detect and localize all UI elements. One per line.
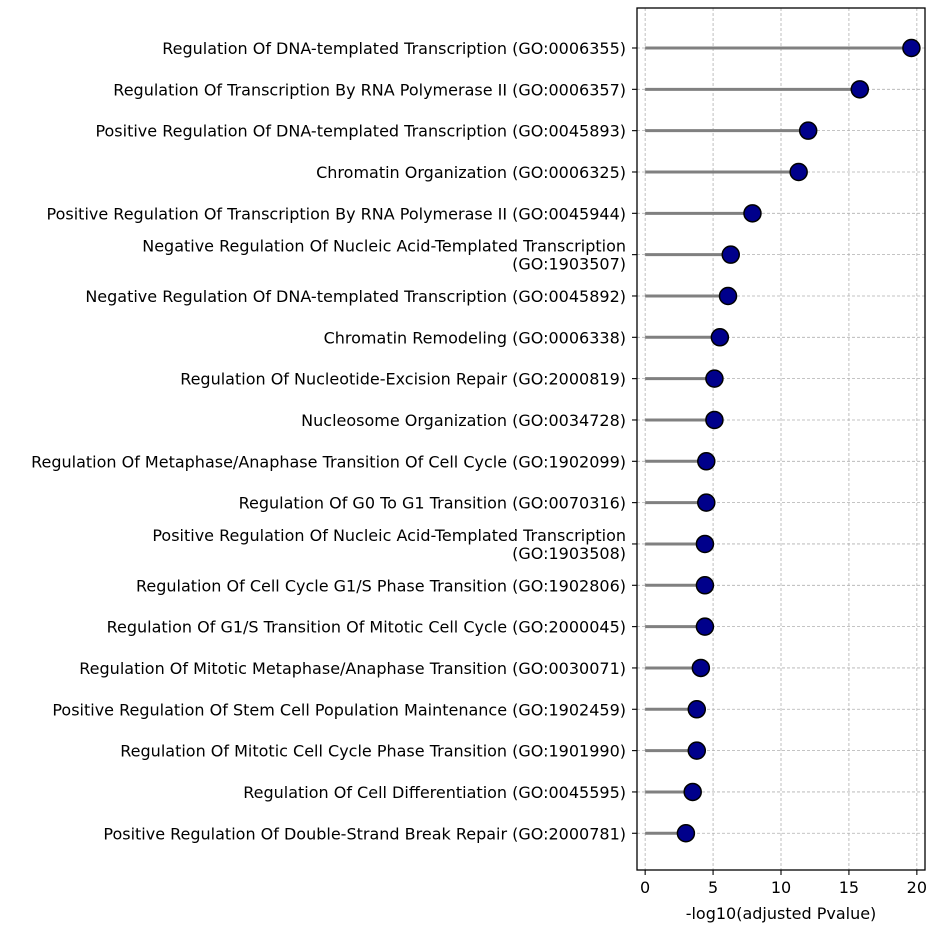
category-label: Positive Regulation Of Double-Strand Bre… [103,824,626,843]
data-point [687,741,707,760]
markers [676,38,921,843]
category-label: Regulation Of Mitotic Cell Cycle Phase T… [120,742,626,761]
data-point [687,700,707,719]
category-label: Nucleosome Organization (GO:0034728) [301,411,626,430]
category-label: Positive Regulation Of DNA-templated Tra… [95,122,626,141]
data-point [676,824,696,843]
y-tick-labels: Regulation Of DNA-templated Transcriptio… [31,39,626,843]
data-point [718,286,738,306]
category-label-line: Negative Regulation Of Nucleic Acid-Temp… [142,237,626,256]
category-label: Regulation Of Transcription By RNA Polym… [113,80,626,99]
data-point [695,576,715,595]
category-label: Negative Regulation Of DNA-templated Tra… [85,287,626,306]
x-ticks [644,870,918,875]
vertical-gridlines [644,8,918,870]
category-label: Regulation Of Mitotic Metaphase/Anaphase… [79,659,626,678]
category-label-line: Positive Regulation Of Nucleic Acid-Temp… [152,526,626,545]
category-label: Regulation Of Nucleotide-Excision Repair… [180,370,626,389]
category-label: Positive Regulation Of Nucleic Acid-Temp… [152,526,626,563]
data-point [705,369,724,388]
data-point [710,328,730,347]
data-point [697,452,716,471]
x-tick-label: 0 [640,878,650,897]
x-tick-label: 10 [771,878,791,897]
category-label: Chromatin Remodeling (GO:0006338) [324,328,626,347]
data-point [695,617,715,636]
y-ticks [632,47,637,834]
data-point [798,121,818,140]
x-axis-label: -log10(adjusted Pvalue) [686,904,877,923]
data-point [705,410,724,430]
x-tick-label: 5 [708,878,718,897]
category-label: Negative Regulation Of Nucleic Acid-Temp… [142,237,626,274]
data-point [721,245,740,264]
category-label-line: (GO:1903508) [512,544,626,563]
data-point [695,534,715,554]
category-label: Regulation Of Metaphase/Anaphase Transit… [31,452,626,471]
stems [645,46,912,835]
x-tick-label: 15 [839,878,859,897]
data-point [902,38,921,58]
data-point [789,162,808,182]
category-label-line: (GO:1903507) [512,255,626,274]
category-label: Regulation Of DNA-templated Transcriptio… [162,39,626,58]
category-label: Regulation Of G0 To G1 Transition (GO:00… [239,494,626,513]
category-label: Chromatin Organization (GO:0006325) [316,163,626,182]
data-point [850,80,870,99]
data-point [697,493,716,512]
category-label: Regulation Of G1/S Transition Of Mitotic… [107,618,626,637]
data-point [683,782,702,802]
data-point [743,204,762,223]
category-label: Regulation Of Cell Cycle G1/S Phase Tran… [136,576,626,595]
category-label: Regulation Of Cell Differentiation (GO:0… [243,783,626,802]
category-label: Positive Regulation Of Stem Cell Populat… [52,700,626,719]
category-label: Positive Regulation Of Transcription By … [47,204,626,223]
x-tick-label: 20 [907,878,927,897]
data-point [691,658,711,678]
x-tick-labels: 0 5 10 15 20 [640,878,927,897]
